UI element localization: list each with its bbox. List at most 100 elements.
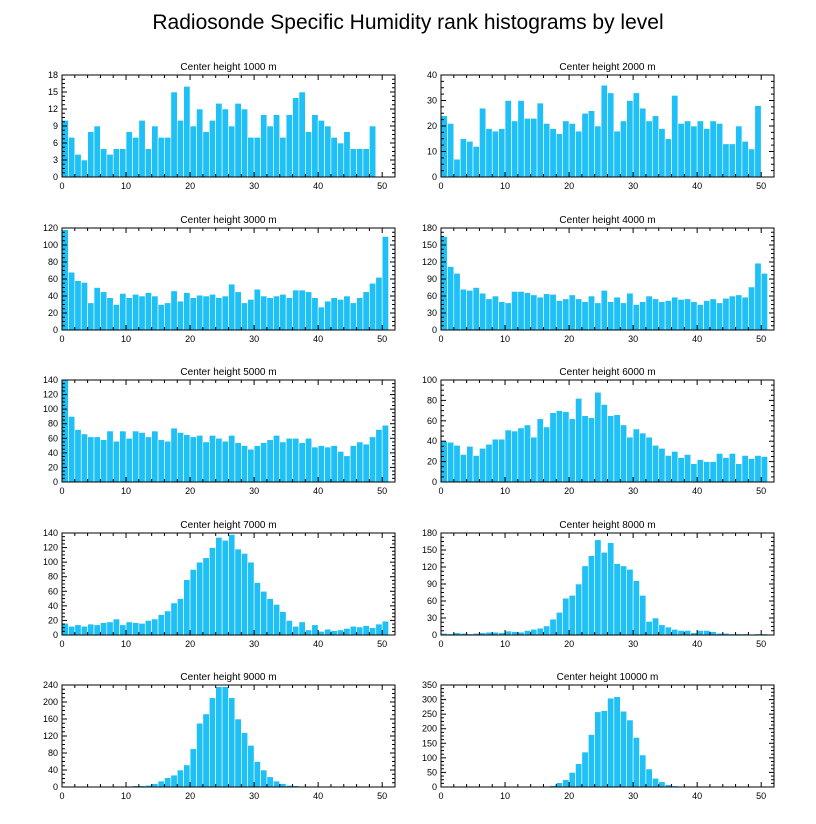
histogram-bar <box>234 103 242 178</box>
x-tick-label: 10 <box>121 639 131 649</box>
histogram-bar <box>112 618 120 636</box>
histogram-bar <box>343 628 351 636</box>
histogram-bar <box>305 629 313 636</box>
histogram-bar <box>696 120 704 178</box>
histogram-bar <box>472 287 480 331</box>
histogram-bar <box>273 604 281 636</box>
histogram-bar <box>677 630 685 636</box>
histogram-bar <box>324 125 332 178</box>
histogram-bar <box>202 295 210 331</box>
x-tick-label: 40 <box>692 791 702 801</box>
x-tick-label: 10 <box>121 334 131 344</box>
histogram-bar <box>581 301 589 331</box>
histogram-bar <box>170 774 178 788</box>
x-tick-label: 40 <box>692 181 702 191</box>
x-tick-label: 50 <box>756 486 766 496</box>
histogram-bar <box>349 148 357 178</box>
histogram-bar <box>581 415 589 483</box>
histogram-bar <box>80 159 88 178</box>
histogram-bar <box>626 436 634 483</box>
panel-title: Center height 2000 m <box>559 62 655 73</box>
panel-5: Center height 5000 m 0 20 40 60 80 100 120 140 0 1… <box>43 367 396 496</box>
y-tick-label: 30 <box>427 613 437 623</box>
histogram-bar <box>381 620 389 636</box>
histogram-bar <box>459 454 467 483</box>
histogram-bar <box>472 455 480 483</box>
histogram-bar <box>658 128 666 178</box>
histogram-bar <box>485 443 493 483</box>
histogram-bar <box>607 92 615 178</box>
histogram-bar <box>652 115 660 178</box>
histogram-bar <box>664 138 672 178</box>
x-tick-label: 10 <box>500 486 510 496</box>
histogram-bar <box>208 435 216 483</box>
histogram-bar <box>690 125 698 178</box>
x-tick-label: 0 <box>438 791 443 801</box>
histogram-bar <box>453 444 461 483</box>
histogram-bar <box>93 624 101 636</box>
histogram-bar <box>575 763 583 788</box>
histogram-bar <box>189 569 197 636</box>
panel-title: Center height 3000 m <box>180 215 276 226</box>
histogram-bar <box>632 92 640 178</box>
x-tick-label: 0 <box>59 791 64 801</box>
histogram-bar <box>151 125 159 178</box>
histogram-bar <box>703 461 711 483</box>
histogram-bar <box>298 442 306 483</box>
histogram-bar <box>132 430 140 483</box>
histogram-bar <box>305 131 313 178</box>
y-tick-label: 120 <box>43 223 58 233</box>
histogram-bar <box>696 304 704 331</box>
histogram-bar <box>330 445 338 483</box>
panel-10: Center height 10000 m0501001502002503003… <box>422 672 775 801</box>
histogram-bar <box>620 424 628 483</box>
y-tick-label: 80 <box>48 257 58 267</box>
histogram-bar <box>183 764 191 788</box>
histogram-bar <box>330 297 338 331</box>
histogram-bar <box>157 614 165 636</box>
histogram-bar <box>100 291 108 331</box>
x-tick-label: 0 <box>438 486 443 496</box>
histogram-bar <box>273 435 281 483</box>
histogram-bar <box>221 539 229 636</box>
y-tick-label: 60 <box>427 596 437 606</box>
y-tick-label: 120 <box>422 257 437 267</box>
panel-title: Center height 5000 m <box>180 367 276 378</box>
histogram-bar <box>196 435 204 483</box>
y-tick-label: 150 <box>422 240 437 250</box>
histogram-bar <box>504 630 512 636</box>
histogram-bar <box>479 107 487 178</box>
histogram-bar <box>594 125 602 178</box>
y-tick-label: 60 <box>48 274 58 284</box>
histogram-bar <box>626 100 634 178</box>
histogram-bar <box>741 296 749 331</box>
histogram-bar <box>260 114 268 178</box>
histogram-bar <box>74 154 82 178</box>
histogram-bar <box>164 610 172 636</box>
histogram-bar <box>202 131 210 178</box>
histogram-bar <box>639 301 647 331</box>
histogram-bar <box>362 148 370 178</box>
histogram-bar <box>607 301 615 331</box>
histogram-bar <box>215 103 223 178</box>
histogram-bar <box>337 299 345 331</box>
histogram-bar <box>703 128 711 178</box>
histogram-bar <box>568 294 576 331</box>
histogram-bar <box>285 620 293 636</box>
histogram-bar <box>575 398 583 483</box>
histogram-bar <box>202 557 210 636</box>
histogram-bar <box>440 115 448 178</box>
histogram-bar <box>671 95 679 178</box>
x-tick-label: 30 <box>628 181 638 191</box>
histogram-bar <box>151 430 159 483</box>
histogram-bar <box>157 439 165 483</box>
histogram-bar <box>234 718 242 788</box>
y-tick-label: 12 <box>48 104 58 114</box>
histogram-bar <box>684 298 692 331</box>
x-tick-label: 40 <box>692 486 702 496</box>
histogram-bar <box>684 630 692 636</box>
histogram-bar <box>266 598 274 636</box>
histogram-bar <box>562 120 570 178</box>
x-tick-label: 20 <box>564 791 574 801</box>
y-tick-label: 140 <box>43 375 58 385</box>
